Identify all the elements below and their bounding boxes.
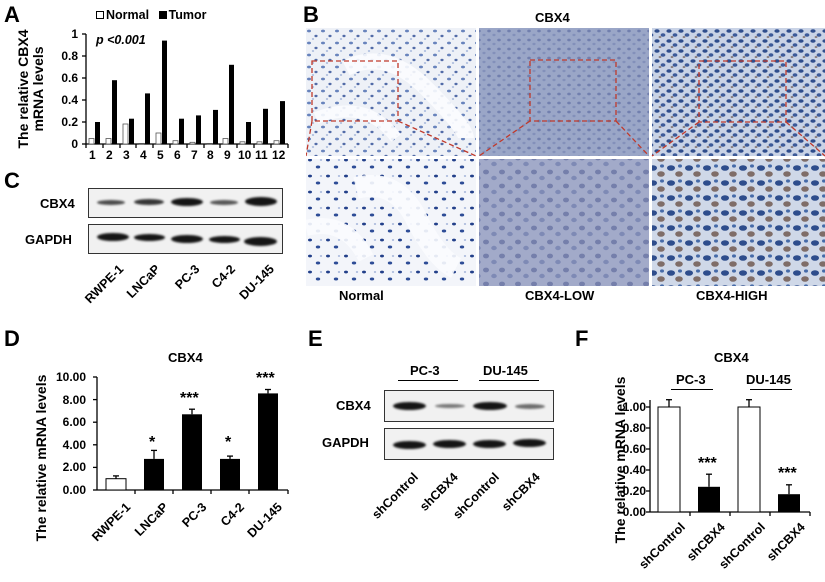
c-row-gapdh: GAPDH bbox=[25, 232, 72, 247]
d-sig: *** bbox=[256, 370, 275, 387]
a-xtick: 5 bbox=[157, 148, 164, 162]
a-ytick: 0 bbox=[71, 137, 78, 151]
c-lane-label: C4-2 bbox=[208, 262, 238, 292]
d-sig: * bbox=[149, 434, 156, 451]
a-ytick: 0.6 bbox=[61, 71, 78, 85]
a-xtick: 7 bbox=[191, 148, 198, 162]
f-sig: *** bbox=[698, 455, 717, 472]
e-lane-label: shCBX4 bbox=[499, 470, 543, 514]
panel-a-legend: Normal Tumor bbox=[96, 8, 207, 22]
a-ytick: 0.4 bbox=[61, 93, 78, 107]
a-xtick: 4 bbox=[140, 148, 147, 162]
f-group-line bbox=[750, 389, 792, 390]
panel-b-title: CBX4 bbox=[535, 10, 570, 25]
panel-f-title: CBX4 bbox=[714, 350, 749, 365]
a-ytick: 0.8 bbox=[61, 49, 78, 63]
panel-f-chart bbox=[646, 399, 811, 516]
a-xtick: 11 bbox=[255, 148, 268, 162]
e-row-cbx4: CBX4 bbox=[336, 398, 371, 413]
d-ytick: 6.00 bbox=[62, 415, 86, 429]
e-group-label: PC-3 bbox=[410, 363, 440, 378]
a-xtick: 3 bbox=[123, 148, 130, 162]
a-ytick: 1 bbox=[71, 27, 78, 41]
ihc-high-low-mag bbox=[652, 28, 825, 156]
panel-a-letter: A bbox=[4, 2, 20, 27]
ihc-label-low: CBX4-LOW bbox=[525, 288, 595, 303]
ihc-low-high-mag bbox=[479, 159, 649, 286]
e-lane-label: shControl bbox=[369, 470, 421, 522]
c-lane-label: RWPE-1 bbox=[81, 262, 126, 307]
e-blot-cbx4 bbox=[384, 390, 554, 422]
e-blot-gapdh bbox=[384, 428, 554, 460]
d-ytick: 10.00 bbox=[55, 370, 86, 384]
d-ytick: 0.00 bbox=[62, 483, 86, 497]
e-group-line bbox=[398, 380, 458, 381]
c-blot-cbx4 bbox=[88, 188, 283, 218]
f-group-label: PC-3 bbox=[676, 372, 706, 387]
c-row-cbx4: CBX4 bbox=[40, 196, 75, 211]
legend-tumor-label: Tumor bbox=[168, 8, 207, 22]
ihc-label-high: CBX4-HIGH bbox=[696, 288, 768, 303]
d-sig: * bbox=[225, 434, 232, 451]
a-xtick: 12 bbox=[272, 148, 286, 162]
a-xtick: 9 bbox=[224, 148, 231, 162]
p-value-annotation: p <0.001 bbox=[96, 33, 146, 47]
d-ytick: 8.00 bbox=[62, 393, 86, 407]
f-ytick: 1.00 bbox=[622, 400, 646, 414]
ihc-low-low-mag bbox=[479, 28, 649, 156]
f-ytick: 0.20 bbox=[622, 484, 646, 498]
f-ytick: 0.80 bbox=[622, 421, 646, 435]
f-ytick: 0.00 bbox=[622, 505, 646, 519]
ihc-image-grid bbox=[306, 28, 825, 286]
a-xtick: 8 bbox=[207, 148, 214, 162]
a-xtick: 2 bbox=[106, 148, 113, 162]
f-ytick: 0.60 bbox=[622, 442, 646, 456]
legend-normal-swatch bbox=[96, 11, 104, 19]
panel-d-title: CBX4 bbox=[168, 350, 203, 365]
panel-d-letter: D bbox=[4, 326, 20, 351]
f-xtick: shCBX4 bbox=[764, 520, 808, 564]
panel-d-chart bbox=[93, 376, 289, 494]
panel-b-letter: B bbox=[303, 2, 319, 27]
c-blot-gapdh bbox=[88, 224, 283, 254]
legend-normal-label: Normal bbox=[106, 8, 150, 22]
f-sig: *** bbox=[778, 465, 797, 482]
panel-a-bars bbox=[88, 40, 285, 145]
c-lane-label: PC-3 bbox=[171, 262, 202, 293]
ihc-label-normal: Normal bbox=[339, 288, 384, 303]
panel-e-letter: E bbox=[308, 326, 323, 351]
f-ytick: 0.40 bbox=[622, 463, 646, 477]
panel-a-chart bbox=[82, 33, 289, 148]
a-ytick: 0.2 bbox=[61, 115, 78, 129]
f-group-line bbox=[671, 389, 713, 390]
a-xtick: 1 bbox=[89, 148, 96, 162]
e-group-label: DU-145 bbox=[483, 363, 528, 378]
c-lane-label: LNCaP bbox=[124, 262, 163, 301]
legend-tumor-swatch bbox=[158, 11, 167, 19]
c-lane-label: DU-145 bbox=[236, 262, 277, 303]
f-group-label: DU-145 bbox=[746, 372, 791, 387]
a-xtick: 6 bbox=[174, 148, 181, 162]
f-xtick: shControl bbox=[636, 520, 688, 572]
a-xtick: 10 bbox=[238, 148, 252, 162]
e-group-line bbox=[479, 380, 539, 381]
e-row-gapdh: GAPDH bbox=[322, 435, 369, 450]
d-sig: *** bbox=[180, 390, 199, 407]
panel-c-letter: C bbox=[4, 168, 20, 193]
ihc-high-high-mag bbox=[652, 159, 825, 286]
panel-f-letter: F bbox=[575, 326, 589, 351]
d-ytick: 2.00 bbox=[62, 460, 86, 474]
d-ytick: 4.00 bbox=[62, 438, 86, 452]
